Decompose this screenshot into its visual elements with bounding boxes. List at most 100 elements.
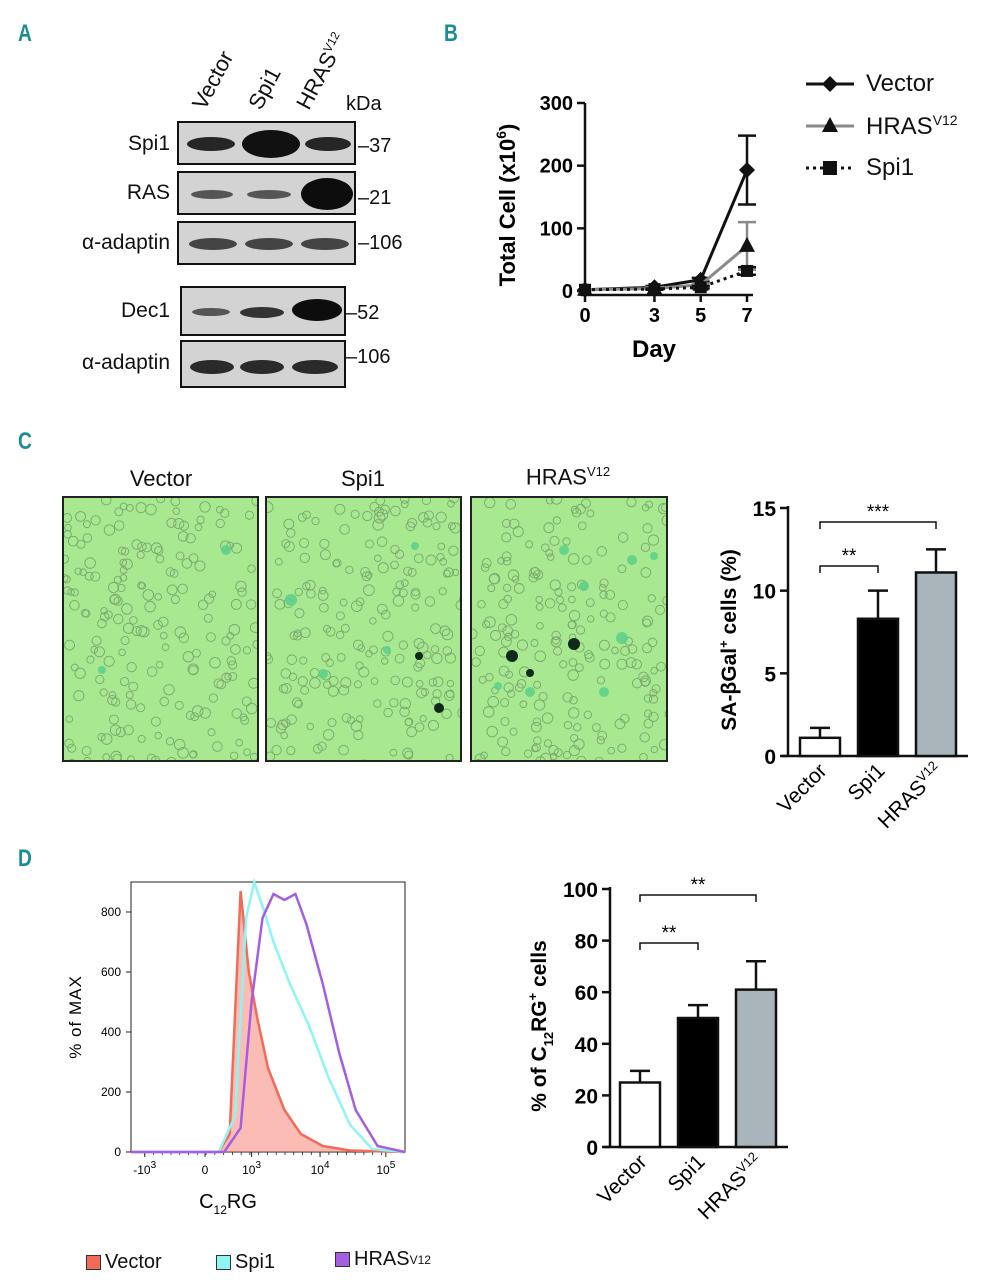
cell [185,533,196,544]
cell [607,746,616,755]
senescent-cell [434,703,444,713]
cell [361,759,366,760]
cell [599,609,608,618]
cell [425,554,437,566]
cell [531,743,541,752]
cell [557,603,567,612]
cell [335,611,345,621]
cell [559,660,568,669]
cell [199,707,211,719]
cell [146,753,157,760]
cell [323,624,331,633]
cell [647,534,660,546]
cell [345,565,354,574]
cell [389,748,398,757]
cell [377,562,389,574]
cell [121,603,133,615]
cell [246,599,257,610]
cell [249,752,257,760]
cell [312,743,323,754]
cell [533,699,546,711]
cell [159,696,170,707]
band [240,307,284,318]
cell [126,661,137,673]
cell [406,726,418,738]
cell [289,631,299,640]
cell [117,546,127,555]
cell [363,584,375,596]
cell [501,518,511,528]
blot-row-label-adaptin-1: α-adaptin [81,231,170,254]
senescent-cell [568,638,580,650]
cell [390,505,401,517]
cell [596,676,606,685]
y-tick-label: 60 [575,982,598,1005]
blot-row-label-dec1: Dec1 [120,299,170,322]
cell [504,632,513,641]
cell [341,713,352,723]
mw-marker-adaptin-2: –106 [346,346,391,368]
cell [123,724,134,736]
cell [488,573,500,585]
stained-cell [221,545,231,555]
cell [226,632,235,640]
bar [676,1016,720,1149]
cell [478,675,487,684]
cell [107,694,118,706]
cell [82,533,93,543]
cell [487,584,496,593]
cell [90,515,101,526]
cell [280,668,291,679]
cell [146,666,158,677]
cell [119,566,128,574]
cell [617,600,628,611]
cell [112,753,122,760]
cell [599,658,611,670]
cell [369,501,380,512]
cell [235,580,247,593]
cell [64,738,74,749]
cell [311,516,320,526]
cell [154,546,164,556]
series-line [584,244,748,292]
band [247,190,291,199]
cell [115,727,126,738]
cell [455,600,460,611]
cell [150,716,161,727]
cell [599,578,609,588]
cell [428,678,438,687]
cell [69,758,75,760]
cell [103,655,115,667]
cell [318,586,327,595]
stained-cell [525,687,535,697]
cell [401,676,413,688]
cell [215,505,224,514]
cell [317,590,329,601]
cell [165,737,175,746]
cell [585,598,595,607]
cell [108,691,117,699]
cell [422,517,433,528]
legend-label-vector: Vector [866,70,935,97]
cell [97,618,107,629]
cell [631,659,642,670]
cell [530,639,539,647]
cell [417,641,429,654]
cell [102,753,111,760]
cell [67,535,79,547]
spi1-swatch-icon [216,1255,231,1270]
cell [241,696,252,707]
band [292,360,338,374]
cell [215,518,225,529]
cell [230,598,242,610]
data-point [694,281,707,294]
cell [656,661,666,672]
cell [640,567,652,578]
cell [334,503,346,515]
blot-row-label-spi1: Spi1 [127,132,170,155]
cell [190,712,199,721]
cell [339,598,348,607]
cell [538,691,548,702]
lane-label-hras: HRASV12 [291,29,343,114]
cell [375,498,386,506]
